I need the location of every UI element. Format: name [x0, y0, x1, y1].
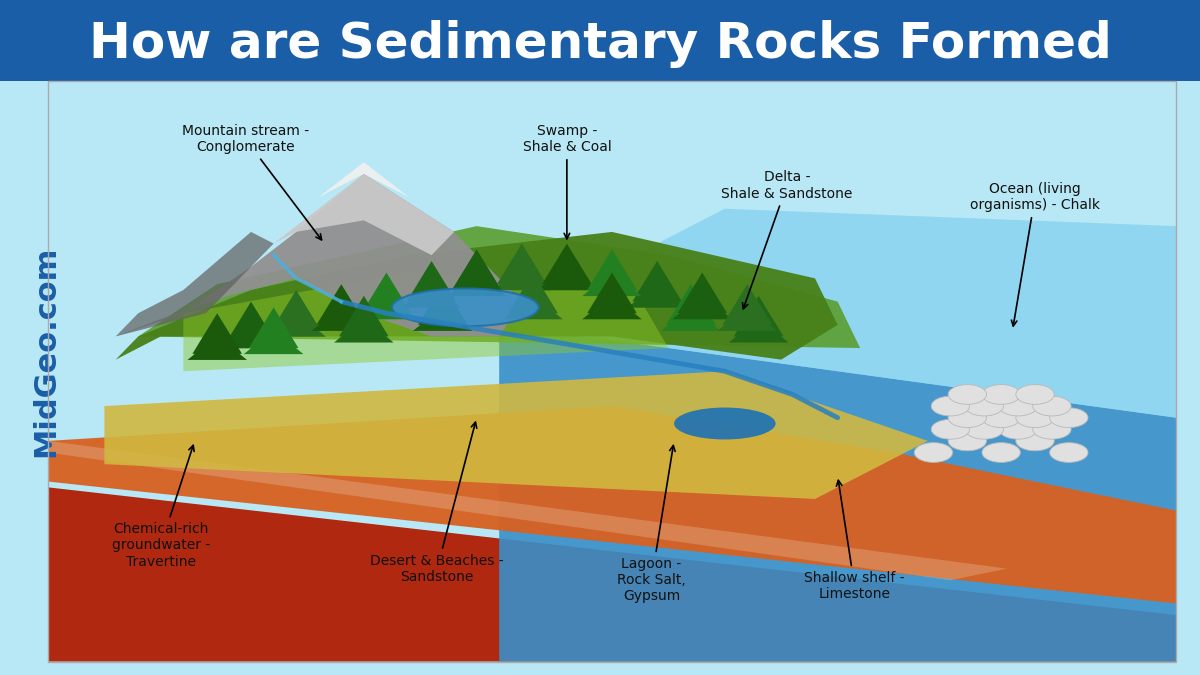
Polygon shape	[492, 266, 552, 290]
Polygon shape	[499, 209, 1176, 418]
Polygon shape	[661, 306, 721, 331]
Text: MidGeo.com: MidGeo.com	[31, 245, 60, 457]
Polygon shape	[413, 306, 473, 331]
Text: How are Sedimentary Rocks Formed: How are Sedimentary Rocks Formed	[89, 20, 1111, 68]
Polygon shape	[632, 261, 682, 302]
Circle shape	[931, 396, 970, 416]
Circle shape	[965, 419, 1003, 439]
Text: Delta -
Shale & Sandstone: Delta - Shale & Sandstone	[721, 170, 852, 309]
Polygon shape	[446, 272, 506, 296]
Polygon shape	[221, 324, 281, 348]
Polygon shape	[48, 406, 1176, 603]
Polygon shape	[452, 249, 502, 290]
Polygon shape	[271, 290, 320, 331]
Text: Mountain stream -
Conglomerate: Mountain stream - Conglomerate	[182, 124, 322, 240]
Circle shape	[1016, 431, 1054, 451]
Polygon shape	[184, 273, 668, 371]
Polygon shape	[582, 295, 642, 319]
Text: Swamp -
Shale & Coal: Swamp - Shale & Coal	[522, 124, 611, 239]
Polygon shape	[312, 306, 371, 331]
Polygon shape	[499, 325, 1176, 662]
Polygon shape	[334, 318, 394, 342]
Circle shape	[1033, 419, 1072, 439]
Polygon shape	[356, 295, 416, 319]
Polygon shape	[509, 273, 558, 313]
Ellipse shape	[674, 408, 775, 439]
Text: Shallow shelf -
Limestone: Shallow shelf - Limestone	[804, 481, 905, 601]
Circle shape	[998, 396, 1037, 416]
Text: Lagoon -
Rock Salt,
Gypsum: Lagoon - Rock Salt, Gypsum	[617, 446, 686, 603]
Polygon shape	[317, 284, 366, 325]
Circle shape	[998, 419, 1037, 439]
Polygon shape	[734, 296, 784, 336]
Circle shape	[982, 443, 1020, 462]
Polygon shape	[672, 295, 732, 319]
Polygon shape	[115, 232, 838, 360]
Polygon shape	[722, 284, 772, 325]
Polygon shape	[244, 330, 304, 354]
Polygon shape	[48, 487, 1176, 662]
Polygon shape	[678, 273, 727, 313]
Polygon shape	[104, 371, 928, 499]
Circle shape	[1033, 396, 1072, 416]
Polygon shape	[503, 295, 563, 319]
Polygon shape	[542, 244, 592, 284]
Circle shape	[948, 431, 986, 451]
Polygon shape	[115, 232, 274, 336]
Polygon shape	[319, 162, 409, 197]
Circle shape	[1016, 408, 1054, 427]
Polygon shape	[587, 249, 637, 290]
Polygon shape	[718, 306, 778, 331]
Polygon shape	[227, 302, 276, 342]
Polygon shape	[340, 296, 389, 336]
Polygon shape	[187, 335, 247, 360]
Circle shape	[931, 419, 970, 439]
Polygon shape	[138, 226, 860, 348]
Circle shape	[1050, 443, 1088, 462]
Polygon shape	[402, 284, 461, 308]
Polygon shape	[587, 273, 637, 313]
Circle shape	[1016, 385, 1054, 404]
Circle shape	[948, 408, 986, 427]
Circle shape	[914, 443, 953, 462]
Polygon shape	[266, 313, 326, 337]
Circle shape	[982, 385, 1020, 404]
Circle shape	[948, 385, 986, 404]
Polygon shape	[48, 441, 1007, 580]
Text: Chemical-rich
groundwater -
Travertine: Chemical-rich groundwater - Travertine	[112, 446, 210, 568]
Polygon shape	[728, 318, 788, 342]
Polygon shape	[497, 244, 546, 284]
Text: Ocean (living
organisms) - Chalk: Ocean (living organisms) - Chalk	[970, 182, 1100, 326]
Circle shape	[982, 408, 1020, 427]
Polygon shape	[538, 266, 596, 290]
Circle shape	[1050, 408, 1088, 427]
Polygon shape	[248, 307, 299, 348]
Polygon shape	[361, 273, 412, 313]
Polygon shape	[274, 174, 454, 255]
Text: Desert & Beaches -
Sandstone: Desert & Beaches - Sandstone	[371, 422, 504, 584]
Polygon shape	[115, 174, 522, 336]
Polygon shape	[418, 284, 468, 325]
Polygon shape	[582, 272, 642, 296]
Polygon shape	[666, 284, 715, 325]
Polygon shape	[407, 261, 456, 302]
Polygon shape	[192, 313, 242, 354]
Circle shape	[965, 396, 1003, 416]
Ellipse shape	[392, 288, 539, 326]
Polygon shape	[628, 284, 686, 308]
